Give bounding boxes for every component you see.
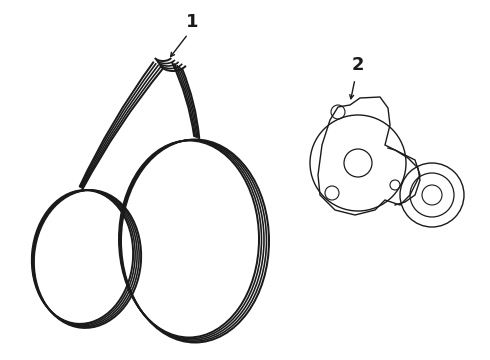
Text: 2: 2 <box>352 56 364 74</box>
Text: 1: 1 <box>186 13 198 31</box>
